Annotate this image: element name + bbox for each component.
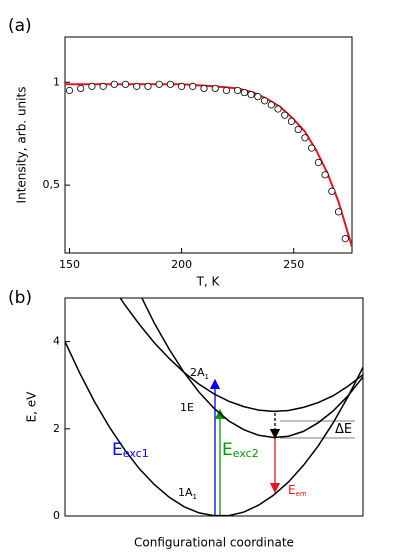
annotation: ΔE <box>335 422 352 437</box>
data-point <box>200 84 208 93</box>
annotation-text: ΔE <box>335 422 352 437</box>
annotation: 1E <box>180 401 194 414</box>
data-point <box>189 82 197 90</box>
data-point <box>281 111 289 119</box>
annotation-sub: em <box>296 490 307 498</box>
annotation-text: E <box>222 440 233 460</box>
annotation-text: 1A <box>178 486 193 499</box>
data-point <box>274 105 282 113</box>
panel-label: (a) <box>8 16 32 36</box>
data-point <box>77 84 85 93</box>
panel-label: (b) <box>8 288 32 308</box>
annotation-sub: 1 <box>193 493 197 501</box>
x-axis-label: T, K <box>196 275 221 289</box>
data-point <box>177 82 186 90</box>
data-point <box>234 86 242 95</box>
annotation: 1A1 <box>178 486 197 501</box>
plot-frame <box>64 297 364 517</box>
data-point <box>321 171 329 179</box>
y-tick-label: 0 <box>53 509 60 522</box>
annotation-sub: exc1 <box>123 447 149 460</box>
annotation-sub: exc2 <box>233 447 259 460</box>
annotation-text: 2A <box>190 366 205 379</box>
annotation: 2A1 <box>190 366 209 381</box>
y-tick-label: 4 <box>53 335 60 348</box>
data-point <box>88 82 96 90</box>
data-point <box>99 82 107 90</box>
plot-area <box>65 298 363 516</box>
x-axis-label: Configurational coordinate <box>134 536 294 550</box>
curve <box>65 341 363 516</box>
x-tick-label: 150 <box>59 258 80 271</box>
data-point <box>110 80 118 88</box>
annotation: Eexc2 <box>222 440 259 460</box>
y-axis-label: E, eV <box>25 391 39 423</box>
data-point <box>328 187 336 195</box>
data-point <box>155 80 163 88</box>
data-point <box>211 84 219 93</box>
curve <box>65 83 352 248</box>
data-point <box>267 101 275 109</box>
y-axis-label: Intensity, arb. units <box>15 87 29 204</box>
data-point <box>254 93 262 101</box>
curve <box>141 298 363 439</box>
data-point <box>287 117 296 125</box>
data-point <box>314 158 322 167</box>
annotation: Eexc1 <box>112 440 149 460</box>
data-point <box>222 86 231 95</box>
data-point <box>341 235 349 243</box>
annotation-text: 1E <box>180 401 194 414</box>
annotation-sub: 1 <box>205 373 209 381</box>
data-point <box>65 86 74 95</box>
data-point <box>301 134 309 142</box>
annotation-text: E <box>288 483 296 497</box>
x-tick-label: 200 <box>171 258 192 271</box>
data-point <box>247 91 255 99</box>
data-point <box>240 88 248 97</box>
annotation-text: E <box>112 440 123 460</box>
curve <box>119 298 363 413</box>
data-point <box>308 144 316 152</box>
y-tick-label: 1 <box>53 75 60 88</box>
data-point <box>121 80 130 88</box>
data-point <box>294 125 302 134</box>
plot-frame <box>64 36 353 254</box>
annotation: Eem <box>288 483 307 499</box>
data-point <box>260 97 269 105</box>
x-tick-label: 250 <box>283 258 304 271</box>
plot-area <box>65 80 352 248</box>
data-point <box>133 82 141 90</box>
data-point <box>144 82 152 90</box>
y-tick-label: 0,5 <box>43 178 61 191</box>
data-point <box>166 80 174 88</box>
data-point <box>334 208 343 216</box>
y-tick-label: 2 <box>53 422 60 435</box>
